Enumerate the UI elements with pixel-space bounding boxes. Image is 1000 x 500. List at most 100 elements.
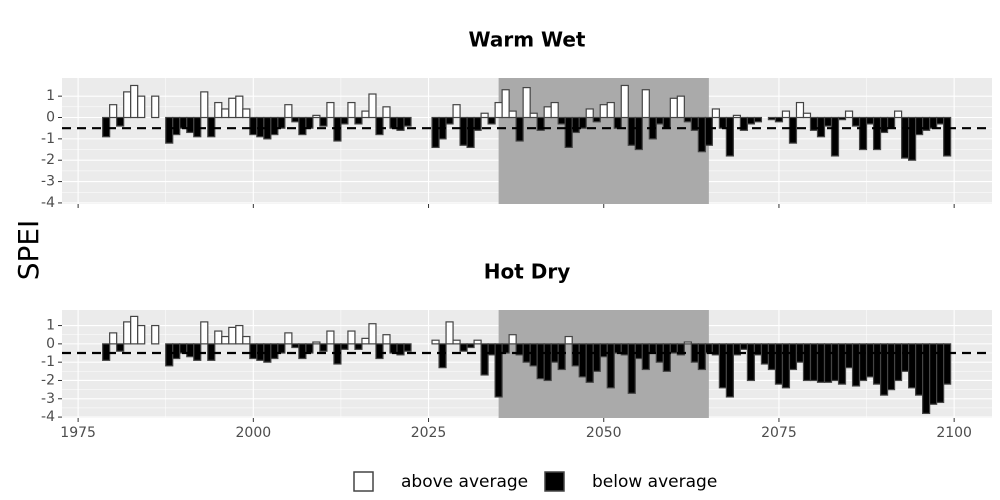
bar <box>270 343 279 360</box>
bar <box>697 116 706 153</box>
bar <box>718 343 727 389</box>
bar <box>319 116 328 127</box>
bar <box>571 116 580 134</box>
bar <box>830 116 840 157</box>
bar <box>634 343 643 360</box>
bar <box>585 343 594 383</box>
bar <box>368 323 377 345</box>
bar <box>858 116 868 151</box>
bar <box>865 116 875 125</box>
bar <box>473 116 482 131</box>
bar <box>676 95 685 119</box>
bar <box>908 343 917 389</box>
bar <box>543 343 552 382</box>
bar <box>452 104 461 119</box>
bar <box>270 116 279 136</box>
bar <box>494 343 503 398</box>
bar <box>123 321 132 345</box>
bar <box>291 116 300 123</box>
bar <box>915 343 924 396</box>
bar <box>291 343 300 349</box>
bar <box>922 343 931 415</box>
bar <box>788 343 798 371</box>
bar <box>865 343 875 378</box>
bar <box>585 108 594 119</box>
legend-label: below average <box>592 472 717 492</box>
bar <box>676 343 685 356</box>
y-tick-label: 1 <box>46 88 55 104</box>
bar <box>242 335 251 345</box>
bar <box>851 116 861 127</box>
bar <box>592 343 601 372</box>
bar <box>900 116 910 159</box>
bar <box>235 324 244 345</box>
legend-label: above average <box>401 472 528 492</box>
bar <box>228 97 237 119</box>
panel-title: Hot Dry <box>484 260 571 284</box>
bar <box>494 101 503 119</box>
bar <box>200 91 209 119</box>
bar <box>452 339 461 345</box>
bar <box>929 116 938 129</box>
bar <box>403 116 412 127</box>
bar <box>613 343 622 354</box>
bar <box>347 330 356 345</box>
bar <box>641 343 650 371</box>
bar <box>886 343 896 391</box>
bar <box>739 343 749 350</box>
bar <box>389 343 398 354</box>
y-tick-label: -4 <box>41 195 55 211</box>
bar <box>242 108 251 119</box>
bar <box>221 108 230 119</box>
bar <box>683 341 692 345</box>
bar <box>501 89 510 119</box>
bar <box>823 116 833 127</box>
bar <box>249 116 258 136</box>
bar <box>137 324 146 345</box>
bar <box>732 114 742 119</box>
bar <box>837 116 847 121</box>
bar <box>872 116 882 151</box>
bar <box>788 116 798 144</box>
bar <box>592 116 601 123</box>
bar <box>536 343 545 380</box>
bar <box>459 116 468 146</box>
bar <box>298 116 307 136</box>
bar <box>277 343 286 354</box>
bar <box>802 343 812 382</box>
bar <box>774 116 784 123</box>
bar <box>746 116 756 125</box>
bar <box>382 106 391 119</box>
bar <box>599 104 608 119</box>
bar <box>438 343 447 369</box>
bar <box>361 110 370 119</box>
bar <box>936 116 945 125</box>
bar <box>375 116 384 136</box>
bar <box>641 89 650 119</box>
bar <box>109 104 118 119</box>
bar <box>235 95 244 119</box>
bar <box>326 101 335 119</box>
bar <box>578 343 587 378</box>
bar <box>606 343 615 389</box>
bar <box>529 112 538 119</box>
bar <box>746 343 756 382</box>
bar <box>550 101 559 119</box>
bar <box>305 116 314 129</box>
bar <box>557 343 566 371</box>
bar <box>662 343 671 372</box>
bar <box>480 343 489 376</box>
bar <box>683 116 692 123</box>
bar <box>312 341 321 345</box>
bar <box>389 116 398 129</box>
bar <box>767 116 777 121</box>
bar <box>179 343 188 354</box>
bar <box>557 116 566 125</box>
bar <box>137 95 146 119</box>
bar <box>186 343 195 358</box>
bar <box>361 337 370 345</box>
bar <box>900 343 910 372</box>
bar <box>165 343 174 367</box>
y-tick-label: -2 <box>41 152 55 168</box>
